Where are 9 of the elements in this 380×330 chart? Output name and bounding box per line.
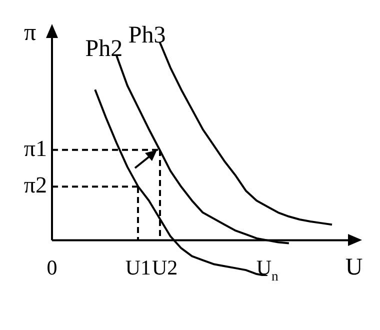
series-label: Ph2	[85, 36, 123, 62]
x-tick-label: 0	[46, 255, 58, 280]
series-label: π2	[24, 172, 48, 198]
x-axis-title: U	[345, 254, 363, 280]
x-tick-label: U1	[125, 255, 151, 280]
series-label: Ph3	[128, 22, 166, 48]
x-tick-label: U2	[152, 255, 178, 280]
y-axis-title: π	[24, 20, 36, 46]
series-label: π1	[24, 136, 48, 161]
